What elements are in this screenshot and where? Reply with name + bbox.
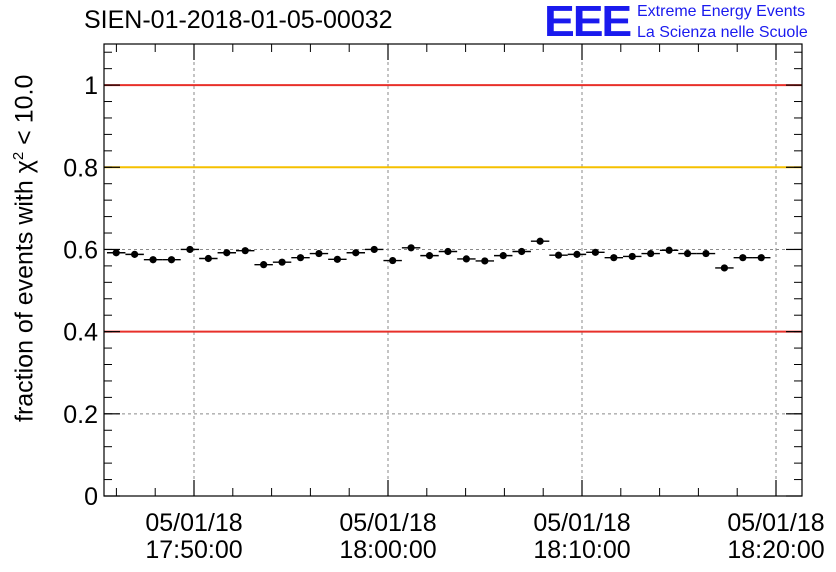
data-point [720, 264, 728, 272]
data-point [389, 256, 397, 265]
y-tick-label: 0.4 [63, 319, 98, 347]
logo-line-1: Extreme Energy Events [637, 3, 806, 20]
x-tick-label-time: 18:00:00 [339, 536, 436, 564]
data-point [370, 245, 378, 254]
y-tick-label: 0 [84, 483, 98, 511]
data-point [554, 251, 563, 259]
data-point [536, 237, 544, 245]
data-point [702, 249, 710, 258]
data-point [665, 246, 673, 254]
data-point [573, 250, 581, 258]
data-point [278, 258, 286, 266]
x-tick-label-date: 05/01/18 [533, 509, 630, 537]
eee-logo-mark: EEE [544, 0, 632, 46]
data-point [241, 247, 249, 255]
data-point [591, 248, 599, 256]
y-axis-label: fraction of events with χ2 < 10.0 [10, 74, 39, 422]
data-point [296, 254, 305, 262]
plot-frame [103, 43, 803, 497]
data-point [167, 256, 176, 264]
y-tick-label: 0.8 [63, 154, 98, 182]
data-point [352, 249, 360, 257]
x-tick-label-date: 05/01/18 [145, 509, 242, 537]
data-point [481, 257, 489, 265]
data-point [425, 252, 434, 260]
logo-line-2: La Scienza nelle Scuole [637, 24, 808, 41]
data-point [131, 250, 139, 258]
data-point [333, 255, 341, 263]
x-tick-label-date: 05/01/18 [727, 509, 824, 537]
data-point [683, 249, 692, 258]
y-tick-label: 0.2 [63, 401, 98, 429]
data-point [610, 254, 618, 262]
data-point [149, 256, 157, 264]
data-point [647, 249, 655, 258]
chart-title: SIEN-01-2018-01-05-00032 [84, 6, 393, 34]
data-point [444, 247, 452, 256]
data-point [260, 261, 268, 269]
data-point [315, 249, 323, 258]
data-point [462, 255, 470, 263]
data-point [518, 247, 526, 256]
data-point [204, 254, 212, 263]
data-point [407, 244, 415, 252]
data-point [112, 249, 120, 257]
data-point [757, 254, 765, 262]
x-tick-label-time: 17:50:00 [145, 536, 242, 564]
data-point [499, 252, 507, 260]
x-tick-label-date: 05/01/18 [339, 509, 436, 537]
data-point [186, 245, 194, 254]
data-point [628, 252, 636, 261]
x-tick-label-time: 18:20:00 [727, 536, 824, 564]
data-point [223, 249, 231, 257]
y-tick-label: 0.6 [63, 236, 98, 264]
data-point [739, 254, 747, 262]
y-tick-label: 1 [84, 72, 98, 100]
x-tick-label-time: 18:10:00 [533, 536, 630, 564]
